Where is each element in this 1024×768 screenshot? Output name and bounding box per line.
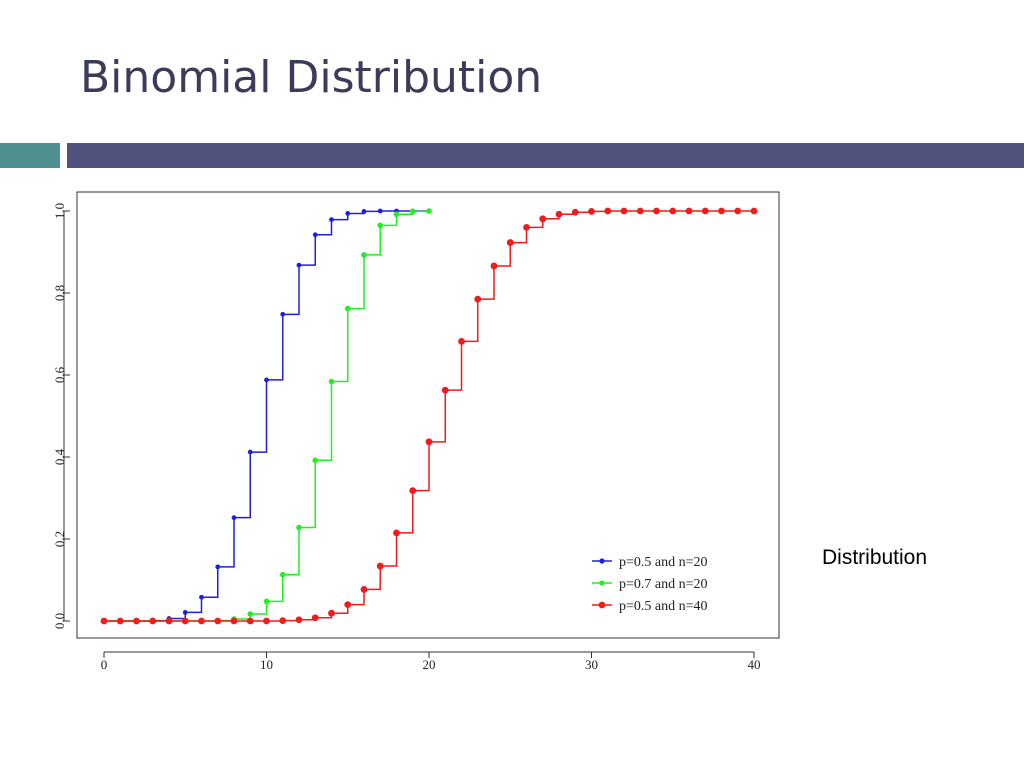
data-point-series-3: [214, 617, 222, 625]
data-point-series-3: [539, 215, 547, 223]
data-point-series-2: [279, 571, 286, 578]
data-point-series-3: [198, 617, 205, 625]
data-point-series-3: [230, 617, 238, 625]
data-point-series-3: [571, 208, 579, 216]
data-point-series-3: [263, 617, 270, 625]
data-point-series-2: [328, 378, 335, 385]
data-point-series-3: [506, 239, 514, 246]
data-point-series-1: [264, 377, 269, 383]
x-tick-label: 10: [260, 657, 273, 672]
data-point-series-2: [263, 598, 270, 605]
data-point-series-3: [344, 601, 352, 608]
data-point-series-3: [620, 207, 628, 215]
legend-marker-3: [598, 601, 606, 609]
binomial-cdf-chart: 0 10 20 30 40 0.0 0.2 0.4 0.6 0.8 1.0 p=0.5 and n=2…: [52, 191, 780, 672]
data-point-series-3: [490, 262, 498, 270]
data-point-series-1: [329, 217, 334, 223]
y-tick-label: 0.6: [52, 366, 67, 383]
data-point-series-1: [377, 208, 383, 214]
data-point-series-3: [360, 586, 368, 593]
y-tick-label: 0.0: [52, 613, 67, 629]
data-point-series-3: [555, 210, 563, 218]
data-point-series-3: [458, 337, 465, 345]
data-point-series-1: [296, 262, 302, 268]
data-point-series-3: [311, 614, 319, 622]
data-point-series-1: [215, 564, 221, 570]
data-point-series-2: [312, 457, 319, 464]
legend-label-3: p=0.5 and n=40: [619, 599, 708, 614]
y-tick-label: 0.4: [52, 448, 67, 465]
data-point-series-2: [409, 208, 416, 215]
data-point-series-1: [345, 211, 351, 216]
data-point-series-1: [361, 209, 367, 214]
data-point-series-3: [133, 617, 140, 625]
data-point-series-3: [441, 386, 449, 394]
x-tick-label: 30: [585, 657, 598, 672]
data-point-series-3: [376, 562, 384, 570]
data-point-series-3: [409, 487, 417, 495]
data-point-series-1: [231, 515, 237, 521]
data-point-series-2: [247, 611, 254, 617]
x-tick-label: 40: [748, 657, 761, 672]
data-point-series-3: [279, 617, 287, 624]
data-point-series-3: [685, 207, 693, 215]
data-point-series-2: [377, 222, 384, 229]
data-point-series-3: [149, 617, 157, 625]
title-accent-bar-left: [0, 143, 60, 168]
data-point-series-2: [393, 211, 400, 218]
data-point-series-3: [750, 207, 758, 215]
data-point-series-3: [246, 617, 254, 625]
title-accent-bar-right: [67, 143, 1024, 168]
data-point-series-3: [425, 438, 433, 446]
data-point-series-3: [474, 295, 482, 303]
plot-frame: [76, 191, 780, 639]
data-point-series-3: [701, 207, 709, 215]
data-point-series-1: [280, 311, 286, 317]
y-tick-label: 0.8: [52, 285, 67, 301]
x-tick-label: 0: [101, 657, 108, 672]
data-point-series-3: [165, 617, 173, 625]
y-tick-label: 1.0: [52, 203, 67, 219]
data-point-series-3: [718, 207, 725, 215]
data-point-series-3: [588, 208, 595, 215]
x-tick-label: 20: [423, 657, 436, 672]
data-point-series-2: [296, 524, 302, 531]
data-point-series-3: [328, 609, 335, 617]
data-point-series-1: [312, 232, 318, 238]
y-tick-label: 0.2: [52, 531, 67, 547]
data-point-series-2: [361, 252, 367, 258]
data-point-series-3: [604, 207, 612, 215]
data-point-series-1: [247, 449, 253, 455]
data-point-series-1: [182, 609, 188, 615]
legend-marker-1: [599, 558, 605, 564]
data-point-series-3: [393, 529, 400, 537]
data-point-series-3: [116, 617, 124, 625]
data-point-series-2: [426, 208, 432, 214]
data-point-series-3: [636, 207, 644, 215]
data-point-series-3: [100, 617, 108, 625]
data-point-series-3: [734, 207, 742, 215]
data-point-series-3: [181, 617, 189, 625]
data-point-series-3: [523, 224, 530, 231]
slide-title: Binomial Distribution: [80, 52, 543, 103]
data-point-series-1: [199, 594, 204, 600]
side-label: Distribution: [822, 546, 928, 569]
data-point-series-3: [669, 207, 677, 215]
data-point-series-3: [295, 616, 303, 624]
legend-label-2: p=0.7 and n=20: [619, 577, 708, 592]
legend-label-1: p=0.5 and n=20: [619, 555, 708, 570]
legend-marker-2: [599, 580, 605, 586]
data-point-series-2: [344, 305, 351, 312]
data-point-series-3: [653, 207, 660, 215]
series-line-1: [104, 210, 429, 622]
